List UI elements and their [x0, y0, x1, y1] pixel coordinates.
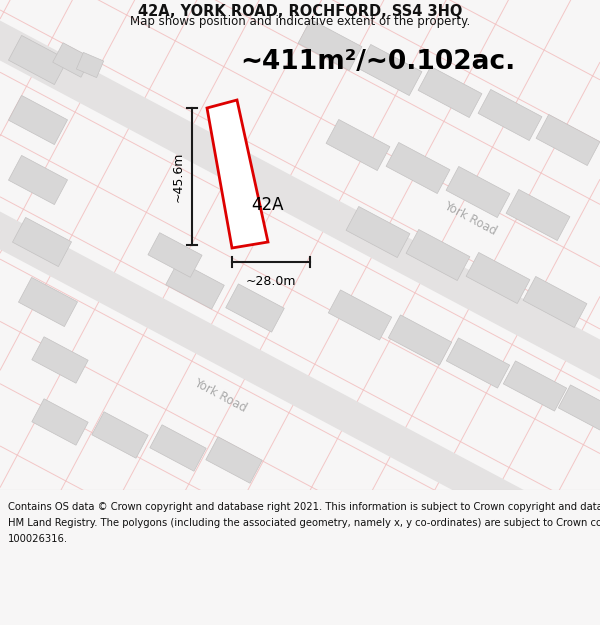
- Text: 42A, YORK ROAD, ROCHFORD, SS4 3HQ: 42A, YORK ROAD, ROCHFORD, SS4 3HQ: [138, 4, 462, 19]
- Text: ~28.0m: ~28.0m: [246, 275, 296, 288]
- Polygon shape: [166, 261, 224, 309]
- Polygon shape: [32, 399, 88, 445]
- Polygon shape: [8, 156, 68, 204]
- Polygon shape: [386, 142, 450, 194]
- Text: 100026316.: 100026316.: [8, 534, 68, 544]
- Polygon shape: [0, 21, 600, 379]
- Polygon shape: [92, 412, 148, 458]
- Polygon shape: [150, 425, 206, 471]
- Polygon shape: [418, 66, 482, 118]
- Polygon shape: [503, 361, 567, 411]
- Polygon shape: [358, 44, 422, 96]
- Polygon shape: [8, 96, 68, 144]
- Text: 42A: 42A: [252, 196, 284, 214]
- Polygon shape: [19, 278, 77, 327]
- Text: York Road: York Road: [191, 376, 248, 414]
- Polygon shape: [148, 232, 202, 278]
- Polygon shape: [207, 100, 268, 248]
- Polygon shape: [558, 385, 600, 435]
- Polygon shape: [328, 290, 392, 340]
- Polygon shape: [13, 217, 71, 267]
- Polygon shape: [478, 89, 542, 141]
- Polygon shape: [446, 166, 510, 217]
- Polygon shape: [346, 206, 410, 258]
- Polygon shape: [0, 211, 600, 569]
- Polygon shape: [406, 229, 470, 281]
- Polygon shape: [536, 114, 600, 166]
- Polygon shape: [298, 19, 362, 71]
- Text: ~45.6m: ~45.6m: [172, 151, 185, 202]
- Polygon shape: [523, 276, 587, 328]
- Polygon shape: [506, 189, 570, 241]
- Polygon shape: [226, 284, 284, 332]
- Polygon shape: [76, 52, 104, 78]
- Text: HM Land Registry. The polygons (including the associated geometry, namely x, y c: HM Land Registry. The polygons (includin…: [8, 518, 600, 528]
- Text: Map shows position and indicative extent of the property.: Map shows position and indicative extent…: [130, 16, 470, 29]
- Polygon shape: [8, 36, 68, 84]
- Polygon shape: [206, 437, 262, 483]
- Polygon shape: [53, 42, 91, 78]
- Polygon shape: [466, 253, 530, 304]
- Polygon shape: [32, 337, 88, 383]
- Text: ~411m²/~0.102ac.: ~411m²/~0.102ac.: [240, 49, 515, 75]
- Text: York Road: York Road: [442, 199, 499, 238]
- Polygon shape: [446, 338, 510, 388]
- Polygon shape: [326, 119, 390, 171]
- Text: Contains OS data © Crown copyright and database right 2021. This information is : Contains OS data © Crown copyright and d…: [8, 502, 600, 512]
- Polygon shape: [388, 315, 452, 365]
